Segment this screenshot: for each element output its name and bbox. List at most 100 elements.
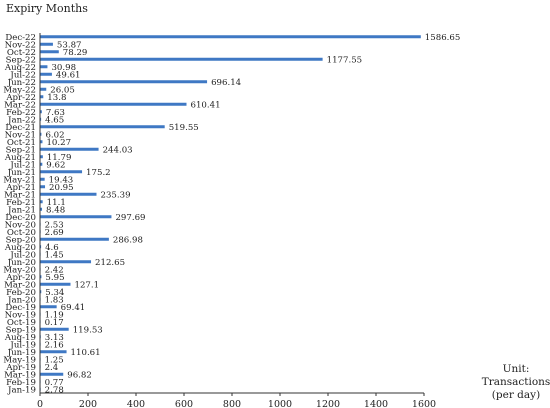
category-label-Aug-20: Aug-20 — [4, 243, 36, 253]
x-tick-label-400: 400 — [127, 399, 145, 408]
value-label-Mar-20: 127.1 — [75, 280, 100, 290]
value-label-Jan-21: 8.48 — [46, 205, 65, 215]
bar-Jun-19 — [40, 350, 67, 354]
category-label-May-20: May-20 — [3, 265, 36, 275]
category-label-Nov-19: Nov-19 — [5, 310, 36, 320]
x-tick-label-200: 200 — [79, 399, 97, 408]
bar-Sep-21 — [40, 147, 99, 151]
value-label-Dec-22: 1586.65 — [425, 33, 461, 43]
category-label-Aug-21: Aug-21 — [4, 153, 36, 163]
bar-Mar-19 — [40, 372, 64, 376]
bar-Aug-20 — [40, 245, 42, 249]
category-label-Oct-22: Oct-22 — [7, 48, 36, 58]
category-label-Sep-19: Sep-19 — [6, 325, 36, 335]
value-label-Feb-22: 7.63 — [46, 108, 65, 118]
value-label-Mar-22: 610.41 — [191, 100, 221, 110]
value-label-Sep-20: 286.98 — [113, 235, 143, 245]
category-label-Mar-22: Mar-22 — [4, 100, 36, 110]
category-label-Sep-21: Sep-21 — [6, 145, 36, 155]
category-label-Nov-21: Nov-21 — [5, 130, 36, 140]
value-label-Aug-22: 30.98 — [51, 63, 76, 73]
bar-Nov-21 — [40, 132, 42, 136]
category-label-May-22: May-22 — [3, 85, 36, 95]
value-label-Feb-21: 11.1 — [47, 198, 66, 208]
category-label-Nov-22: Nov-22 — [5, 40, 36, 50]
value-label-May-21: 19.43 — [49, 175, 74, 185]
y-axis-title: Expiry Months — [6, 2, 88, 15]
category-label-Aug-19: Aug-19 — [4, 333, 36, 343]
bar-Dec-20 — [40, 215, 112, 219]
bar-Feb-21 — [40, 200, 43, 204]
category-label-Jun-21: Jun-21 — [7, 168, 36, 178]
bar-Mar-21 — [40, 192, 97, 196]
x-tick-label-1200: 1200 — [316, 399, 340, 408]
bar-Jun-20 — [40, 260, 92, 264]
bar-Sep-19 — [40, 327, 69, 331]
x-tick-label-800: 800 — [223, 399, 241, 408]
category-label-Oct-21: Oct-21 — [7, 138, 36, 148]
category-label-Sep-22: Sep-22 — [6, 55, 36, 65]
value-label-Jan-19: 2.78 — [45, 385, 64, 395]
bar-Aug-22 — [40, 65, 48, 69]
category-labels: Dec-22Nov-22Oct-22Sep-22Aug-22Jul-22Jun-… — [3, 33, 36, 396]
x-axis-ticks: 0 200 400 600 800 1000 1200 1400 1600 — [37, 393, 436, 408]
value-label-Sep-22: 1177.55 — [327, 55, 363, 65]
category-label-Jun-22: Jun-22 — [7, 78, 36, 88]
bar-Feb-20 — [40, 290, 42, 294]
category-label-Jan-20: Jan-20 — [7, 295, 36, 305]
value-label-Oct-22: 78.29 — [63, 48, 88, 58]
category-label-Apr-21: Apr-21 — [5, 183, 36, 193]
category-label-Jan-19: Jan-19 — [7, 385, 36, 395]
category-label-Jan-22: Jan-22 — [7, 115, 36, 125]
value-label-May-20: 2.42 — [45, 265, 64, 275]
bar-Jul-21 — [40, 162, 43, 166]
value-label-Jun-22: 696.14 — [211, 78, 242, 88]
value-label-Apr-19: 2.4 — [45, 363, 59, 373]
unit-label-line-3: (per day) — [492, 389, 540, 401]
category-label-Mar-19: Mar-19 — [4, 370, 36, 380]
value-label-Jul-19: 2.16 — [45, 340, 64, 350]
category-label-Dec-19: Dec-19 — [5, 303, 36, 313]
value-label-Apr-22: 13.8 — [47, 93, 66, 103]
category-label-Oct-20: Oct-20 — [7, 228, 36, 238]
bar-Apr-20 — [40, 275, 42, 279]
category-label-Apr-19: Apr-19 — [5, 363, 36, 373]
value-label-Nov-22: 53.87 — [57, 40, 82, 50]
bar-Oct-21 — [40, 140, 43, 144]
category-label-Dec-21: Dec-21 — [5, 123, 36, 133]
value-label-Aug-19: 3.13 — [45, 333, 64, 343]
value-label-Oct-20: 2.69 — [45, 228, 64, 238]
value-label-Feb-20: 5.34 — [45, 288, 65, 298]
bar-May-22 — [40, 87, 47, 91]
value-label-Nov-21: 6.02 — [45, 130, 64, 140]
bar-May-21 — [40, 177, 45, 181]
bar-Sep-22 — [40, 57, 323, 61]
category-label-Jun-20: Jun-20 — [7, 258, 36, 268]
x-tick-label-1600: 1600 — [412, 399, 436, 408]
value-label-Dec-20: 297.69 — [115, 213, 145, 223]
value-label-Jun-19: 110.61 — [71, 348, 101, 358]
unit-label-line-2: Transactions — [482, 376, 550, 388]
category-label-Jul-22: Jul-22 — [9, 70, 36, 80]
bar-Apr-21 — [40, 185, 46, 189]
value-label-Nov-20: 2.53 — [45, 220, 64, 230]
value-label-Mar-19: 96.82 — [67, 370, 92, 380]
value-label-Jul-20: 1.45 — [45, 250, 64, 260]
category-label-Apr-22: Apr-22 — [5, 93, 36, 103]
bar-Dec-21 — [40, 125, 165, 129]
value-label-Sep-21: 244.03 — [103, 145, 133, 155]
value-label-Apr-20: 5.95 — [45, 273, 64, 283]
value-label-May-22: 26.05 — [50, 85, 75, 95]
bar-Jul-22 — [40, 72, 52, 76]
bar-Aug-21 — [40, 155, 43, 159]
category-label-May-19: May-19 — [3, 355, 36, 365]
bar-Jan-22 — [40, 117, 42, 121]
category-label-Mar-21: Mar-21 — [4, 190, 36, 200]
value-label-Nov-19: 1.19 — [45, 310, 64, 320]
category-label-Jul-21: Jul-21 — [9, 160, 36, 170]
value-label-Jun-21: 175.2 — [86, 168, 111, 178]
x-tick-label-600: 600 — [175, 399, 193, 408]
bar-group — [40, 35, 421, 391]
category-label-Sep-20: Sep-20 — [6, 235, 36, 245]
